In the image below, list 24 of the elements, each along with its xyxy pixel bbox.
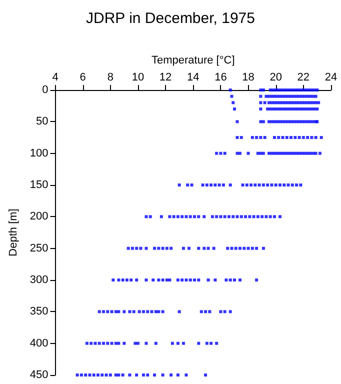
x-tick-label: 20 [270, 72, 282, 84]
x-tick-label: 22 [297, 72, 310, 84]
x-tick-label: 12 [159, 72, 172, 84]
y-tick-label: 400 [30, 337, 48, 350]
x-tick-label: 10 [132, 72, 144, 84]
y-tick-label: 300 [30, 274, 48, 286]
x-tick-label: 6 [80, 72, 86, 84]
x-tick-label: 8 [107, 72, 114, 84]
y-axis-title: Depth [m] [8, 208, 20, 256]
y-tick-label: 50 [36, 116, 48, 128]
chart-title: JDRP in December, 1975 [86, 10, 255, 27]
y-tick-label: 250 [30, 242, 48, 254]
x-tick-label: 18 [242, 72, 254, 84]
y-tick-label: 100 [30, 147, 48, 160]
x-tick-label: 4 [52, 72, 58, 84]
y-tick-label: 450 [30, 369, 48, 381]
y-tick-label: 150 [30, 179, 48, 191]
x-axis-title: Temperature [°C] [151, 54, 235, 66]
y-tick-label: 200 [30, 210, 48, 223]
x-tick-label: 14 [187, 72, 200, 84]
y-tick-label: 0 [42, 84, 48, 96]
x-tick-label: 24 [324, 72, 338, 84]
y-tick-label: 350 [30, 306, 48, 318]
x-tick-label: 16 [214, 72, 227, 84]
